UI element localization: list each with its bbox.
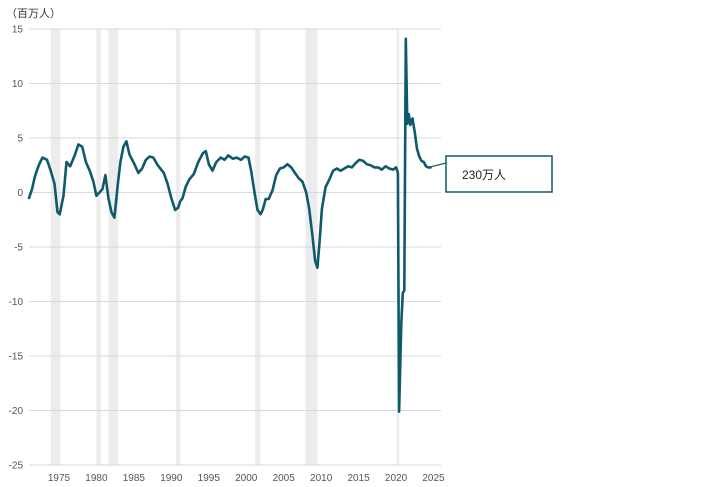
y-tick-label: -15 (9, 352, 24, 363)
y-axis-unit-label: （百万人） (6, 7, 61, 20)
x-tick-label: 2015 (347, 473, 370, 484)
x-axis-ticks: 1975 1980 1985 1990 1995 2000 2005 2010 2015 2020… (48, 473, 445, 484)
y-tick-label: 15 (12, 25, 24, 36)
y-tick-label: 0 (17, 188, 23, 199)
gridlines (29, 28, 441, 466)
x-tick-label: 2025 (422, 473, 445, 484)
x-tick-label: 2000 (235, 473, 258, 484)
callout-box (445, 155, 553, 193)
y-tick-label: 10 (12, 79, 24, 90)
callout-leader-line (428, 162, 447, 169)
y-tick-label: -25 (9, 461, 24, 472)
callout-label: 230万人 (462, 168, 506, 182)
series-line-0 (27, 37, 432, 413)
y-tick-label: -5 (14, 243, 23, 254)
x-tick-label: 2010 (310, 473, 333, 484)
x-tick-label: 2020 (385, 473, 408, 484)
x-tick-label: 1975 (48, 473, 71, 484)
y-axis-ticks: 15 10 5 0 -5 -10 -15 -20 -25 (9, 25, 24, 472)
x-tick-label: 1995 (198, 473, 221, 484)
y-tick-label: -20 (9, 406, 24, 417)
x-tick-label: 1985 (123, 473, 146, 484)
y-tick-label: -10 (9, 297, 24, 308)
x-tick-label: 1980 (85, 473, 108, 484)
series-group (27, 37, 432, 413)
y-tick-label: 5 (17, 134, 23, 145)
x-tick-label: 2005 (273, 473, 296, 484)
callout-annotation: 230万人 (428, 155, 553, 193)
x-tick-label: 1990 (160, 473, 183, 484)
